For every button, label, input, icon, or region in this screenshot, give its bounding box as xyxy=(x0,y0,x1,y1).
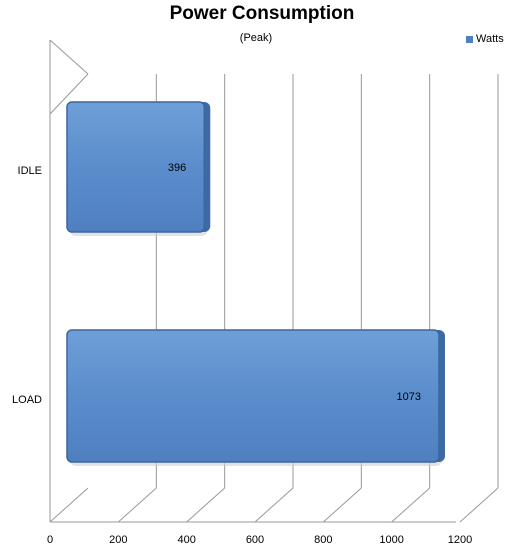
x-tick-label: 200 xyxy=(109,534,127,546)
x-tick-label: 1200 xyxy=(448,534,472,546)
labels: 0 200 400 600 800 1000 1200 396 IDLE 1073 LOAD xyxy=(12,162,472,546)
data-label: 396 xyxy=(168,162,186,174)
x-tick-label: 400 xyxy=(177,534,195,546)
y-category-label: IDLE xyxy=(18,165,42,177)
x-tick-label: 600 xyxy=(246,534,264,546)
floor-gridline xyxy=(254,487,294,523)
floor-gridline xyxy=(49,487,89,523)
x-tick-label: 0 xyxy=(47,534,53,546)
floor-gridline xyxy=(186,487,226,523)
chart-subtitle: (Peak) xyxy=(239,32,273,44)
floor-gridline xyxy=(391,487,431,523)
floor-gridline xyxy=(322,487,362,523)
bar-idle xyxy=(66,101,206,233)
plot-back-wall xyxy=(49,39,456,523)
legend-swatch xyxy=(466,35,473,43)
floor-gridline xyxy=(459,487,499,523)
data-label: 1073 xyxy=(396,391,420,403)
bar-load xyxy=(66,329,440,463)
y-category-label: LOAD xyxy=(12,394,42,406)
x-tick-label: 800 xyxy=(314,534,332,546)
x-tick-label: 1000 xyxy=(379,534,403,546)
bars xyxy=(66,101,445,466)
floor-gridline xyxy=(117,487,157,523)
chart-title: Power Consumption xyxy=(169,3,355,24)
legend: Watts xyxy=(466,33,504,45)
left-wall-top xyxy=(49,39,89,75)
legend-label: Watts xyxy=(476,33,504,45)
